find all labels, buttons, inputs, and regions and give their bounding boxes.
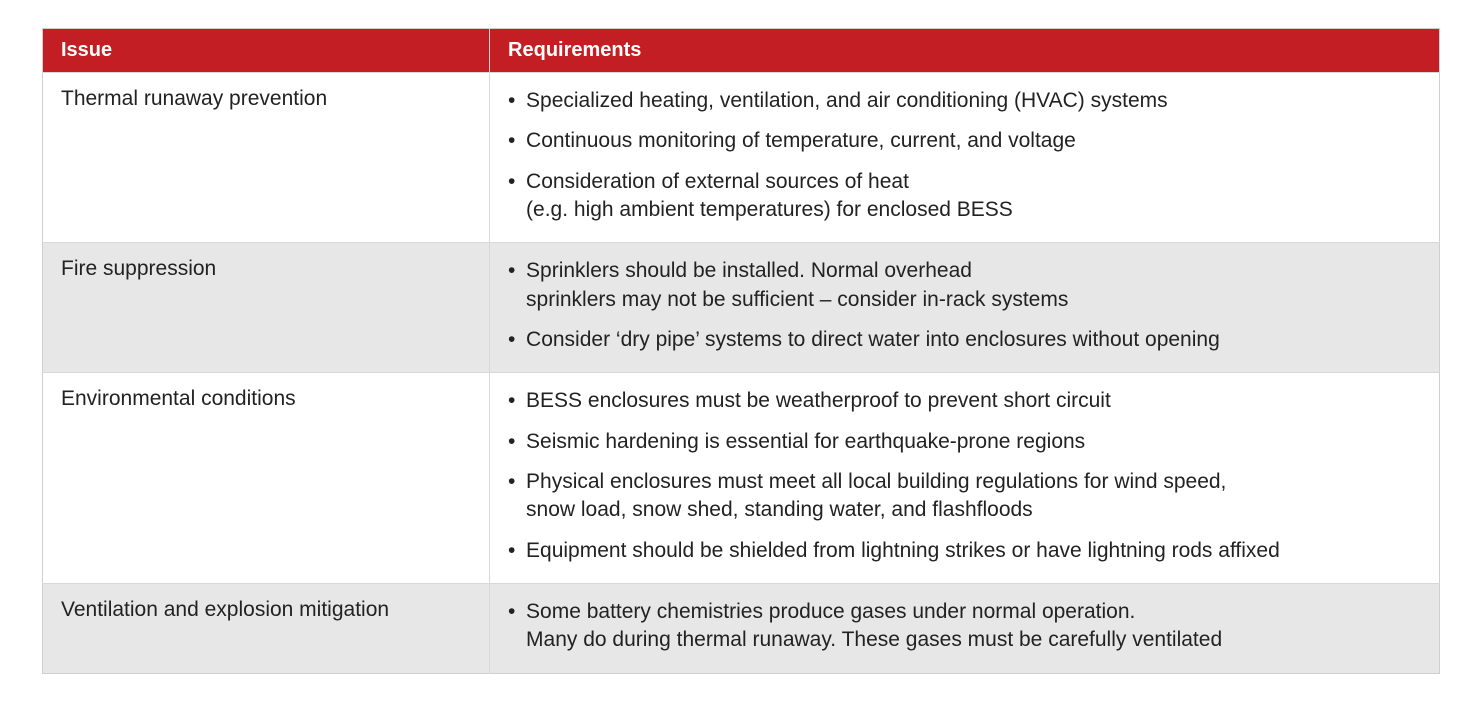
requirement-item: Sprinklers should be installed. Normal o… [508, 257, 1421, 314]
requirement-text: Sprinklers should be installed. Normal o… [526, 259, 972, 282]
requirement-text: (e.g. high ambient temperatures) for enc… [526, 196, 1421, 224]
requirement-item: Equipment should be shielded from lightn… [508, 537, 1421, 565]
table-body: Thermal runaway prevention Specialized he… [43, 73, 1440, 674]
requirements-cell: BESS enclosures must be weatherproof to … [490, 373, 1440, 584]
requirement-item: Some battery chemistries produce gases u… [508, 598, 1421, 655]
table-row: Environmental conditions BESS enclosures … [43, 373, 1440, 584]
requirement-text: Physical enclosures must meet all local … [526, 470, 1226, 493]
requirement-text: Continuous monitoring of temperature, cu… [526, 129, 1076, 152]
requirement-item: BESS enclosures must be weatherproof to … [508, 387, 1421, 415]
issue-cell: Thermal runaway prevention [43, 73, 490, 243]
column-header-issue: Issue [43, 29, 490, 73]
table-row: Ventilation and explosion mitigation Some… [43, 584, 1440, 674]
requirements-list: Specialized heating, ventilation, and ai… [508, 87, 1421, 224]
requirement-text: Many do during thermal runaway. These ga… [526, 626, 1421, 654]
requirements-list: Some battery chemistries produce gases u… [508, 598, 1421, 655]
requirements-list: Sprinklers should be installed. Normal o… [508, 257, 1421, 354]
requirement-item: Consideration of external sources of hea… [508, 168, 1421, 225]
requirement-item: Specialized heating, ventilation, and ai… [508, 87, 1421, 115]
column-header-requirements: Requirements [490, 29, 1440, 73]
requirement-text: Consideration of external sources of hea… [526, 170, 909, 193]
requirements-table: Issue Requirements Thermal runaway preve… [42, 28, 1440, 674]
table-header-row: Issue Requirements [43, 29, 1440, 73]
requirement-text: Seismic hardening is essential for earth… [526, 430, 1085, 453]
requirement-text: Consider ‘dry pipe’ systems to direct wa… [526, 328, 1220, 351]
issue-cell: Fire suppression [43, 243, 490, 373]
requirement-text: BESS enclosures must be weatherproof to … [526, 389, 1111, 412]
requirement-text: Equipment should be shielded from lightn… [526, 539, 1280, 562]
requirement-item: Consider ‘dry pipe’ systems to direct wa… [508, 326, 1421, 354]
requirements-list: BESS enclosures must be weatherproof to … [508, 387, 1421, 565]
requirement-item: Seismic hardening is essential for earth… [508, 428, 1421, 456]
requirements-cell: Sprinklers should be installed. Normal o… [490, 243, 1440, 373]
issue-cell: Environmental conditions [43, 373, 490, 584]
requirement-text: Specialized heating, ventilation, and ai… [526, 89, 1168, 112]
requirements-cell: Specialized heating, ventilation, and ai… [490, 73, 1440, 243]
issue-cell: Ventilation and explosion mitigation [43, 584, 490, 674]
table-row: Fire suppression Sprinklers should be ins… [43, 243, 1440, 373]
requirement-item: Physical enclosures must meet all local … [508, 468, 1421, 525]
requirement-text: Some battery chemistries produce gases u… [526, 600, 1135, 623]
requirement-item: Continuous monitoring of temperature, cu… [508, 127, 1421, 155]
requirements-cell: Some battery chemistries produce gases u… [490, 584, 1440, 674]
requirement-text: sprinklers may not be sufficient – consi… [526, 286, 1421, 314]
requirement-text: snow load, snow shed, standing water, an… [526, 496, 1421, 524]
table-row: Thermal runaway prevention Specialized he… [43, 73, 1440, 243]
